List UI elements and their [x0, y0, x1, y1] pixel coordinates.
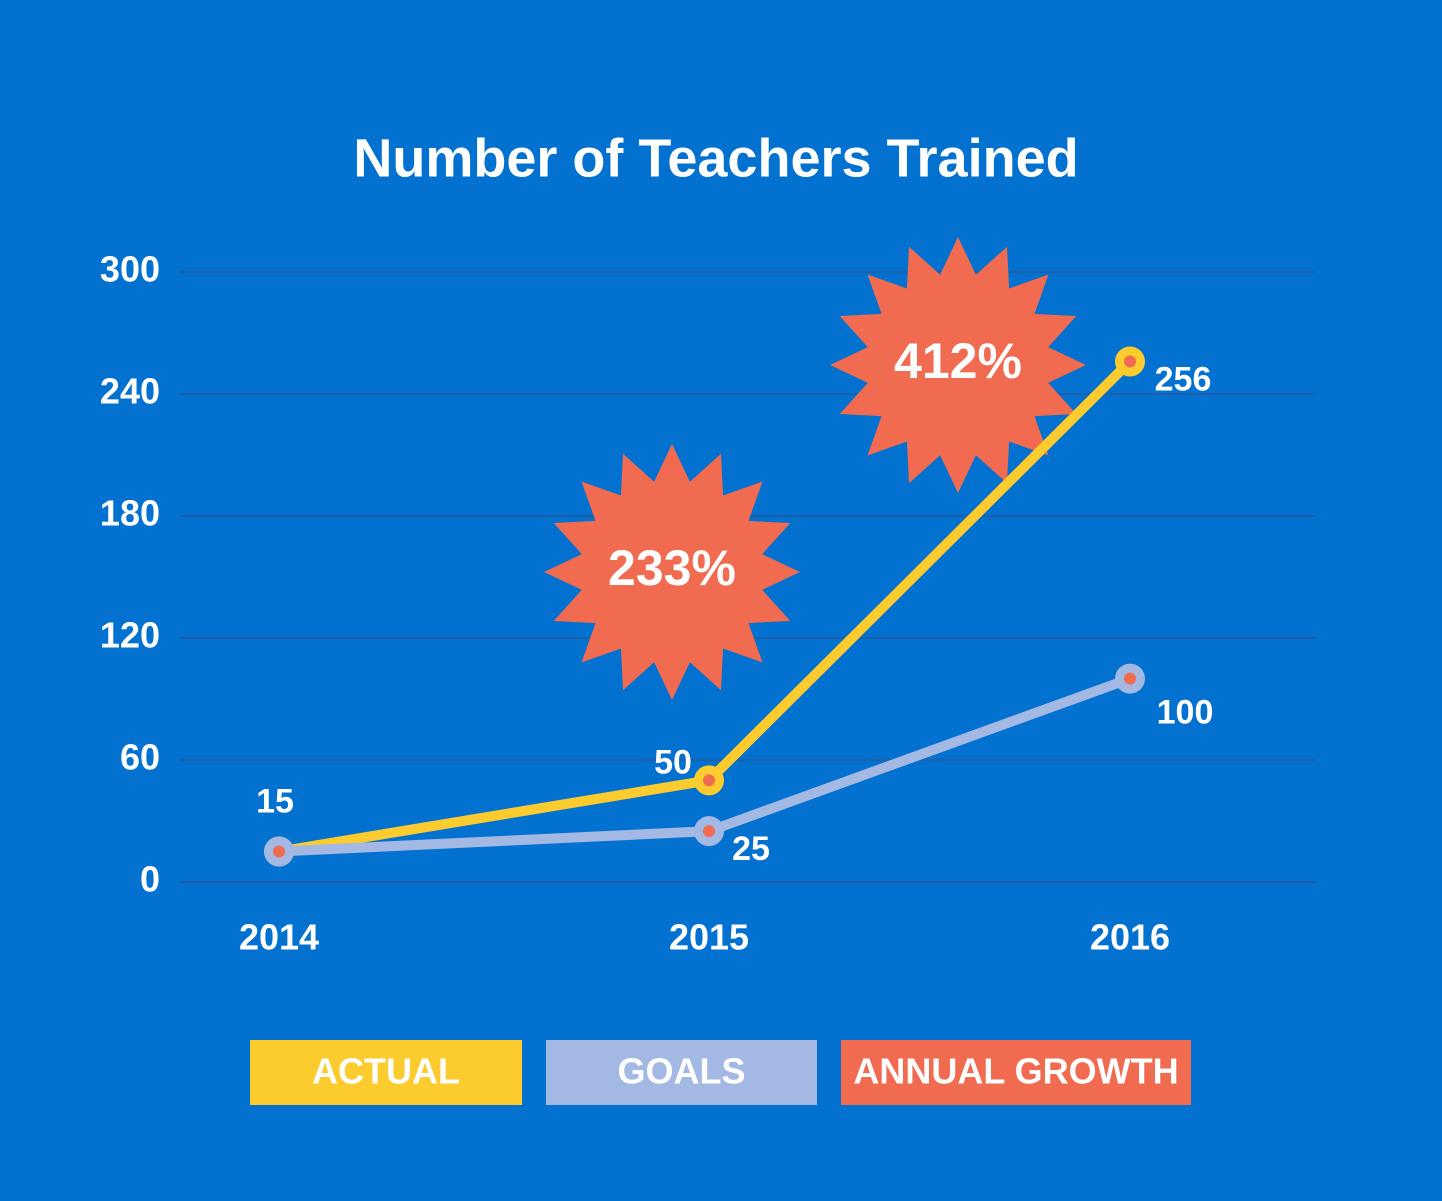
growth-label: 412%	[894, 333, 1022, 389]
x-tick-label: 2016	[1090, 917, 1170, 958]
y-tick-label: 0	[140, 859, 160, 900]
data-label: 256	[1155, 360, 1212, 398]
legend-box	[250, 1040, 522, 1105]
y-tick-label: 60	[120, 737, 160, 778]
chart-title: Number of Teachers Trained	[353, 128, 1078, 188]
data-label: 15	[256, 782, 294, 820]
data-label: 100	[1157, 694, 1214, 732]
y-tick-label: 300	[100, 249, 160, 290]
y-tick-label: 240	[100, 371, 160, 412]
point-dot	[703, 774, 715, 787]
legend-box	[841, 1040, 1191, 1105]
growth-burst	[544, 444, 800, 700]
growth-burst	[830, 237, 1086, 493]
legend-box	[546, 1040, 817, 1105]
y-tick-label: 180	[100, 493, 160, 534]
point-dot	[703, 825, 715, 838]
data-label: 25	[732, 830, 770, 868]
x-tick-label: 2014	[239, 917, 319, 958]
y-tick-label: 120	[100, 615, 160, 656]
point-dot	[273, 845, 285, 858]
x-tick-label: 2015	[669, 917, 749, 958]
legend-label: ANNUAL GROWTH	[853, 1051, 1178, 1092]
point-dot	[1124, 672, 1136, 685]
legend-label: GOALS	[617, 1051, 745, 1092]
data-label: 50	[654, 743, 692, 781]
legend-label: ACTUAL	[312, 1051, 460, 1092]
point-dot	[1124, 355, 1136, 368]
growth-label: 233%	[608, 540, 736, 596]
